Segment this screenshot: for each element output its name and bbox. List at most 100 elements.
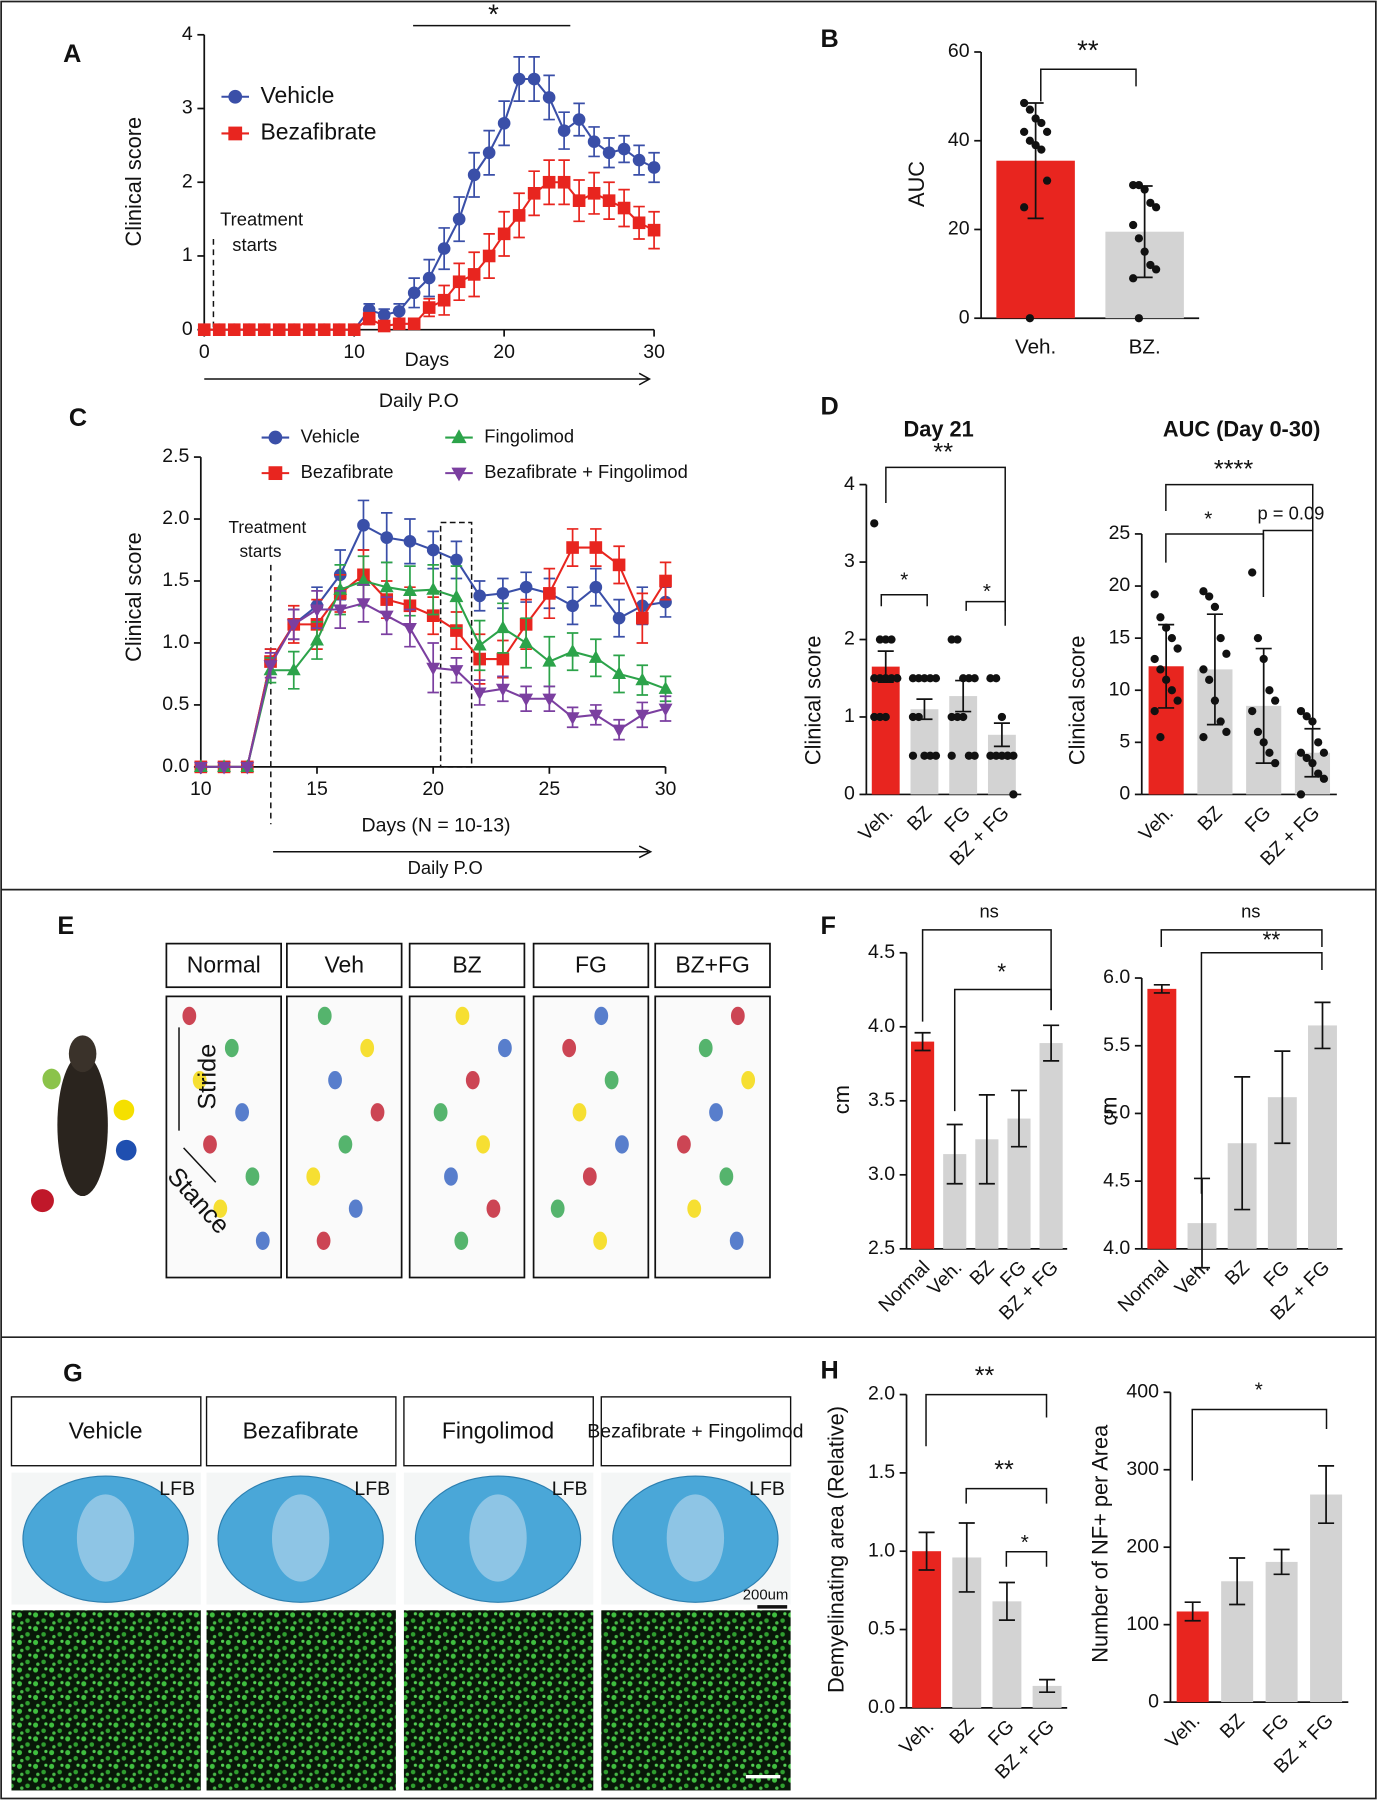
data-point bbox=[1140, 185, 1149, 194]
footprint bbox=[454, 1231, 469, 1250]
marker bbox=[632, 153, 646, 167]
data-point bbox=[970, 674, 979, 683]
annotation: ** bbox=[994, 1456, 1014, 1484]
y-tick-label: 1.0 bbox=[162, 631, 189, 653]
column-header: BZ+FG bbox=[675, 952, 750, 978]
marker bbox=[286, 662, 301, 676]
data-point bbox=[1253, 634, 1263, 643]
column-header: BZ bbox=[452, 952, 481, 978]
marker bbox=[403, 623, 417, 636]
data-point bbox=[1156, 665, 1165, 674]
y-tick-label: 2.0 bbox=[162, 507, 189, 529]
column-header-box bbox=[205, 1396, 397, 1467]
marker bbox=[302, 323, 316, 337]
footprint-image bbox=[654, 995, 771, 1279]
footprint bbox=[550, 1199, 565, 1218]
data-point bbox=[997, 751, 1007, 760]
footprint bbox=[255, 1231, 270, 1250]
data-point bbox=[1199, 587, 1208, 596]
panel-letter: G bbox=[63, 1360, 83, 1388]
marker bbox=[542, 91, 556, 104]
y-tick-label: 2.5 bbox=[162, 445, 189, 467]
panel-letter: D bbox=[820, 392, 838, 420]
data-point bbox=[908, 674, 918, 683]
marker bbox=[347, 323, 361, 337]
paw bbox=[113, 1099, 135, 1121]
data-point bbox=[1308, 759, 1317, 768]
y-axis-label: Number of NF+ per Area bbox=[1087, 1424, 1112, 1663]
data-point bbox=[1009, 751, 1018, 760]
error-bar bbox=[1314, 1001, 1331, 1050]
footprint bbox=[486, 1199, 501, 1218]
y-tick-label: 2 bbox=[182, 170, 193, 192]
data-point bbox=[1216, 634, 1225, 643]
x-tick-label: Veh. bbox=[895, 1716, 938, 1759]
data-point bbox=[1210, 696, 1220, 705]
error-bar bbox=[1153, 983, 1170, 994]
footprint bbox=[317, 1006, 332, 1026]
data-point bbox=[1162, 675, 1171, 684]
y-tick-label: 0.0 bbox=[162, 755, 189, 777]
legend-label: Bezafibrate + Fingolimod bbox=[484, 461, 688, 482]
marker bbox=[497, 227, 511, 241]
legend-marker bbox=[228, 126, 243, 141]
y-axis-label: Clinical score bbox=[1064, 636, 1089, 766]
column-header: Normal bbox=[187, 952, 261, 978]
data-point bbox=[947, 712, 956, 722]
data-point bbox=[1140, 247, 1149, 256]
footprint bbox=[245, 1167, 260, 1186]
data-point bbox=[881, 674, 890, 683]
footprint bbox=[572, 1103, 587, 1122]
marker bbox=[527, 186, 541, 200]
marker bbox=[332, 323, 346, 337]
marker bbox=[426, 582, 441, 595]
data-point bbox=[1199, 732, 1208, 742]
data-point bbox=[881, 712, 890, 722]
marker bbox=[602, 194, 616, 207]
panel-letter: B bbox=[820, 25, 838, 53]
data-point bbox=[1308, 717, 1317, 726]
footprint bbox=[235, 1103, 250, 1122]
annotation: ns bbox=[979, 900, 998, 921]
stance-arrow bbox=[183, 1147, 217, 1183]
data-point bbox=[1173, 644, 1182, 653]
footprint-image bbox=[532, 995, 650, 1279]
data-point bbox=[870, 674, 879, 683]
footprint bbox=[203, 1135, 217, 1154]
x-tick-label: 10 bbox=[343, 341, 365, 363]
significance-mark bbox=[880, 594, 928, 607]
y-tick-label: 1 bbox=[844, 705, 855, 727]
marker bbox=[647, 223, 661, 237]
paw bbox=[42, 1068, 61, 1090]
error-bar bbox=[1043, 1024, 1060, 1062]
x-tick-label: BZ. bbox=[1129, 336, 1161, 359]
marker bbox=[426, 662, 441, 676]
annotation: * bbox=[1204, 508, 1212, 531]
data-point bbox=[887, 635, 896, 644]
marker bbox=[472, 637, 487, 651]
data-point bbox=[1167, 686, 1177, 695]
data-point bbox=[893, 674, 902, 683]
marker bbox=[496, 652, 510, 666]
marker bbox=[377, 308, 391, 322]
legend-marker bbox=[451, 467, 467, 482]
column-header-box bbox=[532, 942, 650, 989]
annotation: * bbox=[983, 580, 991, 603]
data-point bbox=[1302, 753, 1311, 763]
marker bbox=[602, 146, 616, 160]
footprint bbox=[594, 1006, 609, 1026]
significance-mark bbox=[965, 600, 1006, 611]
stain-label: LFB bbox=[159, 1478, 195, 1500]
data-point bbox=[953, 635, 962, 644]
error-bar bbox=[1010, 1089, 1028, 1148]
marker bbox=[257, 323, 271, 337]
data-point bbox=[947, 635, 956, 644]
footprint bbox=[498, 1038, 512, 1058]
marker bbox=[449, 589, 464, 603]
x-tick-label: FG bbox=[1241, 802, 1276, 837]
data-point bbox=[1031, 141, 1040, 150]
footprint bbox=[348, 1199, 363, 1218]
error-bar bbox=[1229, 1557, 1246, 1606]
